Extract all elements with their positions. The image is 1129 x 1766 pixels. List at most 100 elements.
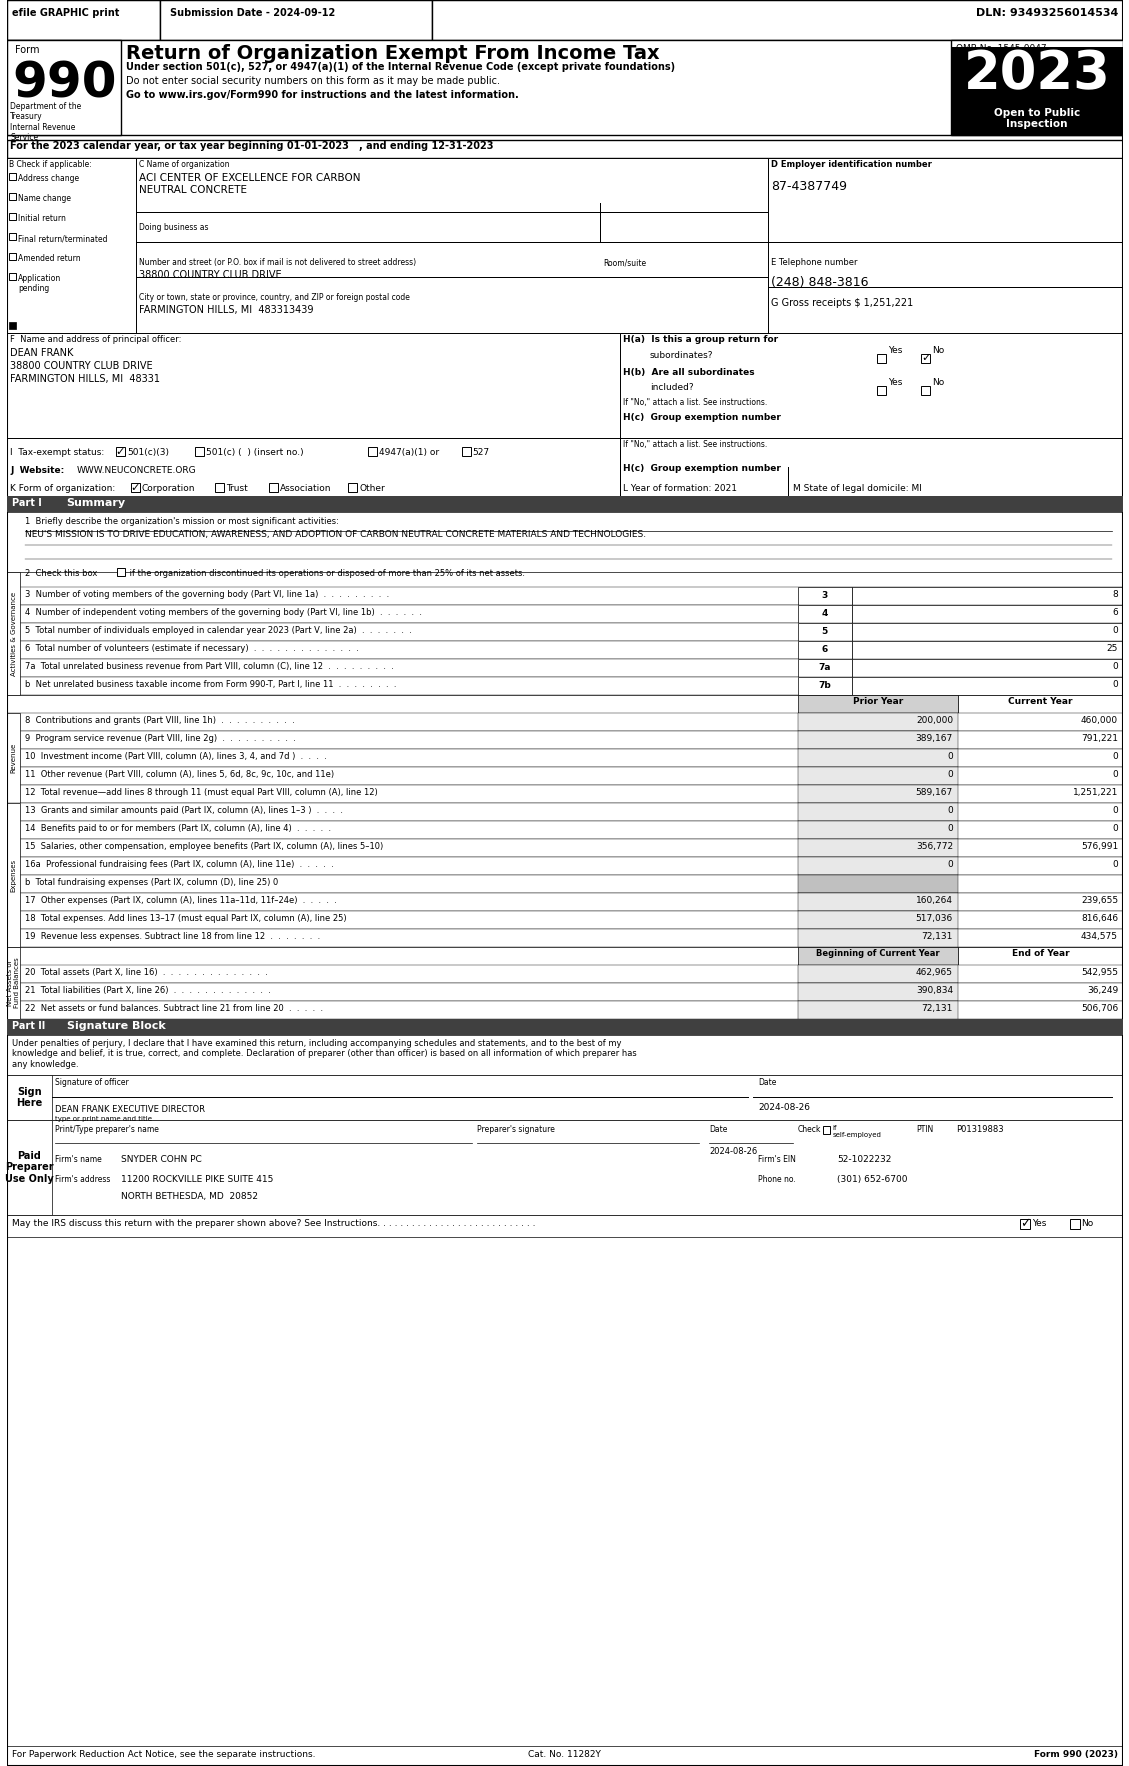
Text: Revenue: Revenue <box>11 743 17 774</box>
Text: 21  Total liabilities (Part X, line 26)  .  .  .  .  .  .  .  .  .  .  .  .  .: 21 Total liabilities (Part X, line 26) .… <box>25 985 271 994</box>
Text: P01319883: P01319883 <box>956 1125 1004 1134</box>
Bar <box>7 874 1123 894</box>
Text: 2023: 2023 <box>963 48 1111 101</box>
Bar <box>7 749 1123 766</box>
Bar <box>7 659 1123 676</box>
Bar <box>7 1747 1123 1766</box>
Bar <box>9 173 16 180</box>
Bar <box>117 569 125 576</box>
Bar <box>798 659 852 676</box>
Text: DLN: 93493256014534: DLN: 93493256014534 <box>975 9 1118 18</box>
Bar <box>7 140 1123 157</box>
Bar <box>798 749 959 766</box>
Bar <box>7 804 20 947</box>
Text: 14  Benefits paid to or for members (Part IX, column (A), line 4)  .  .  .  .  .: 14 Benefits paid to or for members (Part… <box>25 825 331 834</box>
Text: 11200 ROCKVILLE PIKE SUITE 415: 11200 ROCKVILLE PIKE SUITE 415 <box>121 1174 273 1183</box>
Bar <box>798 874 959 894</box>
Text: FARMINGTON HILLS, MI  483313439: FARMINGTON HILLS, MI 483313439 <box>139 306 313 314</box>
Text: City or town, state or province, country, and ZIP or foreign postal code: City or town, state or province, country… <box>139 293 410 302</box>
Text: No: No <box>933 346 945 355</box>
Text: 38800 COUNTRY CLUB DRIVE: 38800 COUNTRY CLUB DRIVE <box>10 360 152 371</box>
Text: Date: Date <box>709 1125 727 1134</box>
Text: Part II: Part II <box>12 1021 45 1031</box>
Text: 434,575: 434,575 <box>1082 932 1118 941</box>
Text: 22  Net assets or fund balances. Subtract line 21 from line 20  .  .  .  .  .: 22 Net assets or fund balances. Subtract… <box>25 1005 323 1014</box>
Text: Firm's EIN: Firm's EIN <box>759 1155 796 1164</box>
Text: (301) 652-6700: (301) 652-6700 <box>838 1174 908 1183</box>
Text: L Year of formation: 2021: L Year of formation: 2021 <box>623 484 737 493</box>
Bar <box>620 334 1123 438</box>
Text: 460,000: 460,000 <box>1080 715 1118 726</box>
Bar <box>9 274 16 281</box>
Bar <box>921 387 930 396</box>
Text: No: No <box>933 378 945 387</box>
Text: D Employer identification number: D Employer identification number <box>771 161 933 170</box>
Text: 25: 25 <box>1106 645 1118 653</box>
Text: Expenses: Expenses <box>11 858 17 892</box>
Text: M State of legal domicile: MI: M State of legal domicile: MI <box>793 484 921 493</box>
Text: Open to Public
Inspection: Open to Public Inspection <box>994 108 1080 129</box>
Bar <box>951 102 1123 134</box>
Text: 1,251,221: 1,251,221 <box>1073 788 1118 796</box>
Text: FARMINGTON HILLS, MI  48331: FARMINGTON HILLS, MI 48331 <box>10 374 160 383</box>
Text: Association: Association <box>280 484 332 493</box>
Text: 462,965: 462,965 <box>916 968 953 977</box>
Text: Paid
Preparer
Use Only: Paid Preparer Use Only <box>5 1151 53 1183</box>
Bar <box>7 41 121 134</box>
Bar <box>7 839 1123 857</box>
Text: 7b: 7b <box>819 682 831 691</box>
Text: if
self-employed: if self-employed <box>832 1125 882 1137</box>
Text: b  Net unrelated business taxable income from Form 990-T, Part I, line 11  .  . : b Net unrelated business taxable income … <box>25 680 396 689</box>
Text: For Paperwork Reduction Act Notice, see the separate instructions.: For Paperwork Reduction Act Notice, see … <box>12 1750 316 1759</box>
Text: For the 2023 calendar year, or tax year beginning 01-01-2023   , and ending 12-3: For the 2023 calendar year, or tax year … <box>10 141 493 152</box>
Text: 0: 0 <box>1112 860 1118 869</box>
Text: 3: 3 <box>822 592 828 600</box>
Bar <box>462 447 471 456</box>
Bar <box>7 1035 1123 1075</box>
Bar <box>877 387 886 396</box>
Bar <box>7 929 1123 947</box>
Bar <box>7 41 1123 134</box>
Text: 589,167: 589,167 <box>916 788 953 796</box>
Bar <box>798 821 959 839</box>
Bar <box>348 482 357 493</box>
Bar <box>7 641 1123 659</box>
Text: Print/Type preparer's name: Print/Type preparer's name <box>55 1125 159 1134</box>
Text: 20  Total assets (Part X, line 16)  .  .  .  .  .  .  .  .  .  .  .  .  .  .: 20 Total assets (Part X, line 16) . . . … <box>25 968 268 977</box>
Text: 38800 COUNTRY CLUB DRIVE: 38800 COUNTRY CLUB DRIVE <box>139 270 281 281</box>
Text: Summary: Summary <box>67 498 125 509</box>
Text: Initial return: Initial return <box>18 214 67 223</box>
Text: 506,706: 506,706 <box>1080 1005 1118 1014</box>
Bar <box>852 586 1123 606</box>
Bar <box>7 1120 1123 1215</box>
Bar <box>7 334 1123 438</box>
Text: (248) 848-3816: (248) 848-3816 <box>771 275 868 290</box>
Bar <box>131 482 140 493</box>
Text: Final return/terminated: Final return/terminated <box>18 235 107 244</box>
Text: 15  Salaries, other compensation, employee benefits (Part IX, column (A), lines : 15 Salaries, other compensation, employe… <box>25 842 384 851</box>
Bar <box>7 947 1123 964</box>
Text: 356,772: 356,772 <box>916 842 953 851</box>
Text: No: No <box>1082 1219 1094 1227</box>
Text: ✓: ✓ <box>131 482 140 493</box>
Bar <box>921 353 930 364</box>
Bar <box>116 447 125 456</box>
Bar <box>798 964 959 984</box>
Text: Part I: Part I <box>12 498 42 509</box>
Bar <box>7 157 135 334</box>
Text: Room/suite: Room/suite <box>603 258 646 267</box>
Text: ✓: ✓ <box>921 353 930 364</box>
Text: Return of Organization Exempt From Income Tax: Return of Organization Exempt From Incom… <box>126 44 659 64</box>
Text: Sign
Here: Sign Here <box>16 1086 42 1109</box>
Bar <box>7 572 1123 586</box>
Text: 542,955: 542,955 <box>1082 968 1118 977</box>
Text: End of Year: End of Year <box>1012 948 1069 957</box>
Text: Activities & Governance: Activities & Governance <box>11 592 17 676</box>
Bar <box>9 233 16 240</box>
Text: Date: Date <box>759 1077 777 1088</box>
Bar <box>7 804 1123 821</box>
Text: 12  Total revenue—add lines 8 through 11 (must equal Part VIII, column (A), line: 12 Total revenue—add lines 8 through 11 … <box>25 788 378 796</box>
Text: 0: 0 <box>1112 770 1118 779</box>
Bar <box>7 696 1123 713</box>
Text: 5  Total number of individuals employed in calendar year 2023 (Part V, line 2a) : 5 Total number of individuals employed i… <box>25 625 412 636</box>
